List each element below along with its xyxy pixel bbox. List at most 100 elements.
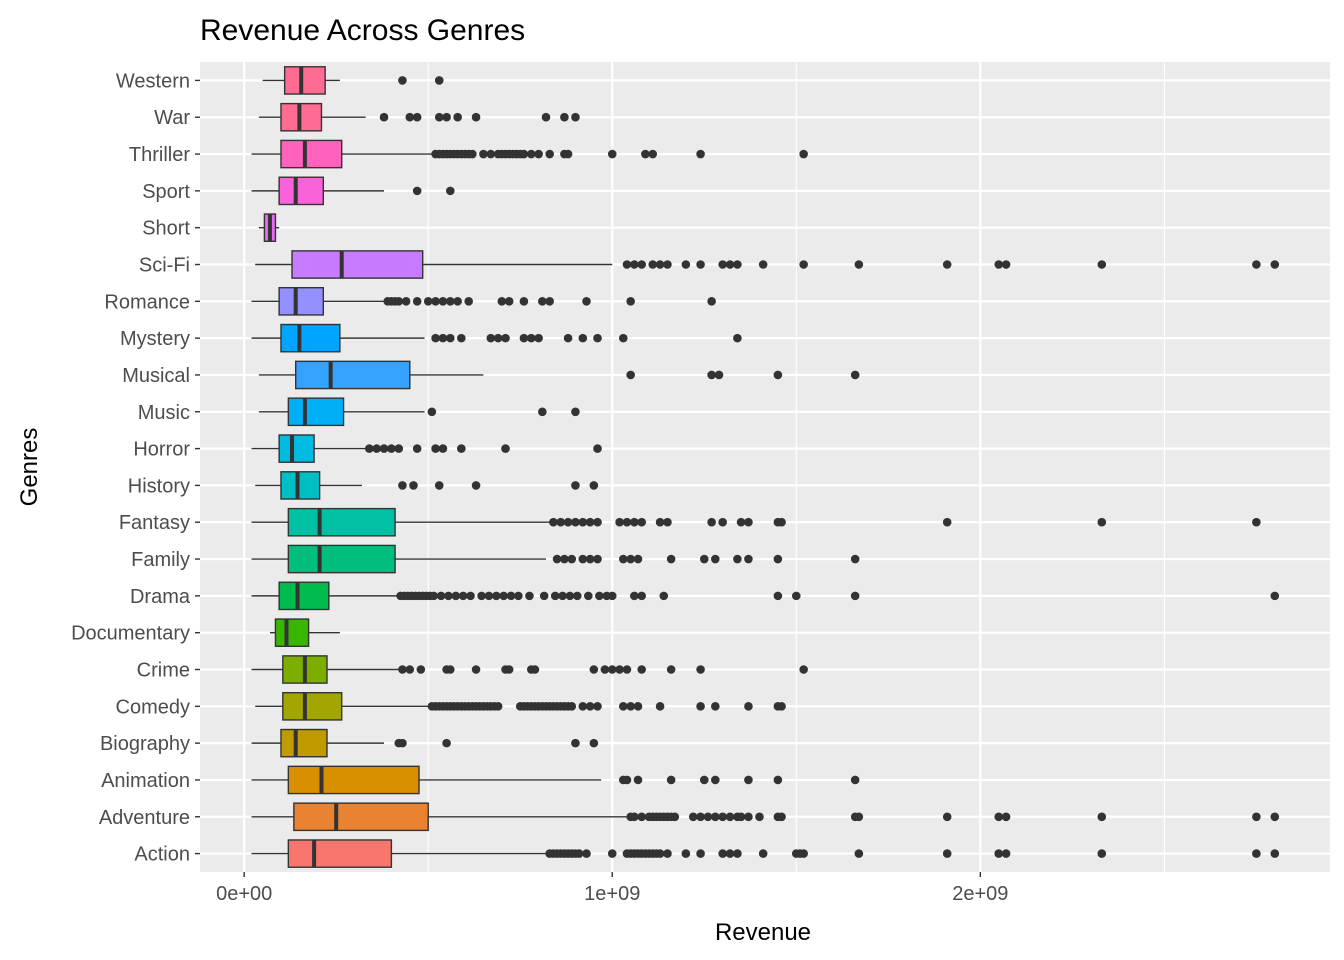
- x-tick-label: 1e+09: [584, 883, 640, 905]
- outlier-point: [733, 333, 742, 343]
- outlier-point: [696, 702, 705, 711]
- outlier-point: [379, 444, 389, 453]
- outlier-point: [429, 591, 439, 601]
- outlier-point: [607, 149, 617, 159]
- outlier-point: [1252, 517, 1261, 527]
- outlier-point: [1270, 849, 1280, 858]
- outlier-point: [593, 702, 602, 711]
- outlier-point: [434, 112, 444, 122]
- outlier-point: [412, 297, 422, 306]
- box-iqr: [280, 323, 341, 353]
- y-tick-label: Thriller: [129, 144, 190, 166]
- outlier-point: [549, 517, 558, 527]
- box-iqr: [287, 397, 345, 427]
- outlier-point: [666, 775, 676, 785]
- outlier-point: [994, 260, 1004, 269]
- outlier-point: [434, 481, 444, 490]
- outlier-point: [718, 517, 727, 527]
- outlier-point: [618, 333, 628, 343]
- outlier-point: [696, 849, 705, 858]
- outlier-point: [718, 849, 727, 858]
- outlier-point: [445, 333, 455, 343]
- outlier-point: [484, 591, 494, 601]
- outlier-point: [681, 849, 691, 858]
- outlier-point: [401, 297, 411, 306]
- y-tick-label: Crime: [137, 660, 190, 682]
- outlier-point: [538, 407, 547, 417]
- outlier-point: [688, 812, 698, 822]
- outlier-point: [563, 517, 573, 527]
- outlier-point: [618, 554, 628, 564]
- box-iqr: [293, 802, 429, 832]
- outlier-point: [365, 444, 374, 453]
- outlier-point: [791, 591, 801, 601]
- outlier-point: [571, 407, 580, 417]
- box-iqr: [283, 66, 326, 95]
- outlier-point: [773, 370, 783, 380]
- outlier-point: [622, 260, 632, 269]
- outlier-point: [412, 112, 422, 122]
- outlier-point: [733, 260, 742, 269]
- outlier-point: [571, 738, 580, 748]
- outlier-point: [744, 775, 753, 785]
- box-iqr: [295, 360, 411, 390]
- outlier-point: [558, 591, 567, 601]
- outlier-point: [758, 849, 768, 858]
- outlier-point: [545, 149, 554, 159]
- outlier-point: [405, 665, 415, 674]
- outlier-point: [681, 260, 691, 269]
- y-tick-label: Comedy: [116, 696, 190, 718]
- outlier-point: [942, 812, 952, 822]
- outlier-point: [550, 591, 560, 601]
- outlier-point: [501, 444, 510, 453]
- outlier-point: [445, 665, 455, 674]
- outlier-point: [398, 738, 407, 748]
- outlier-point: [486, 149, 496, 159]
- outlier-point: [1097, 849, 1107, 858]
- outlier-point: [1001, 849, 1011, 858]
- chart-title: Revenue Across Genres: [200, 14, 525, 47]
- outlier-point: [526, 333, 536, 343]
- box-family: [251, 544, 860, 574]
- box-sport: [251, 176, 455, 206]
- outlier-point: [615, 517, 624, 527]
- outlier-point: [493, 702, 503, 711]
- box-comedy: [255, 691, 786, 721]
- box-iqr: [287, 839, 393, 868]
- outlier-point: [707, 370, 716, 380]
- outlier-point: [394, 297, 404, 306]
- outlier-point: [539, 591, 549, 601]
- box-horror: [251, 434, 602, 463]
- outlier-point: [578, 554, 588, 564]
- outlier-point: [398, 665, 407, 674]
- outlier-point: [372, 444, 381, 453]
- x-axis: 0e+00 1e+09 2e+09: [216, 872, 1008, 905]
- box-drama: [251, 581, 1280, 611]
- box-iqr: [287, 507, 396, 537]
- outlier-point: [648, 260, 658, 269]
- outlier-point: [436, 591, 446, 601]
- box-series: [251, 66, 1280, 868]
- box-thriller: [251, 139, 808, 169]
- outlier-point: [493, 333, 503, 343]
- box-iqr: [278, 581, 330, 611]
- y-tick-label: Adventure: [99, 807, 190, 829]
- y-tick-label: Documentary: [71, 623, 190, 645]
- box-short: [258, 213, 280, 243]
- outlier-point: [626, 297, 635, 306]
- box-iqr: [282, 691, 343, 721]
- y-tick-label: Family: [131, 549, 190, 571]
- outlier-point: [538, 297, 547, 306]
- outlier-point: [637, 260, 646, 269]
- outlier-point: [434, 76, 444, 85]
- outlier-point: [663, 849, 672, 858]
- outlier-point: [584, 591, 593, 601]
- outlier-point: [615, 665, 624, 674]
- outlier-point: [466, 591, 475, 601]
- outlier-point: [1097, 812, 1107, 822]
- outlier-point: [622, 775, 632, 785]
- outlier-point: [630, 260, 639, 269]
- outlier-point: [486, 333, 496, 343]
- outlier-point: [571, 112, 580, 122]
- outlier-point: [655, 849, 665, 858]
